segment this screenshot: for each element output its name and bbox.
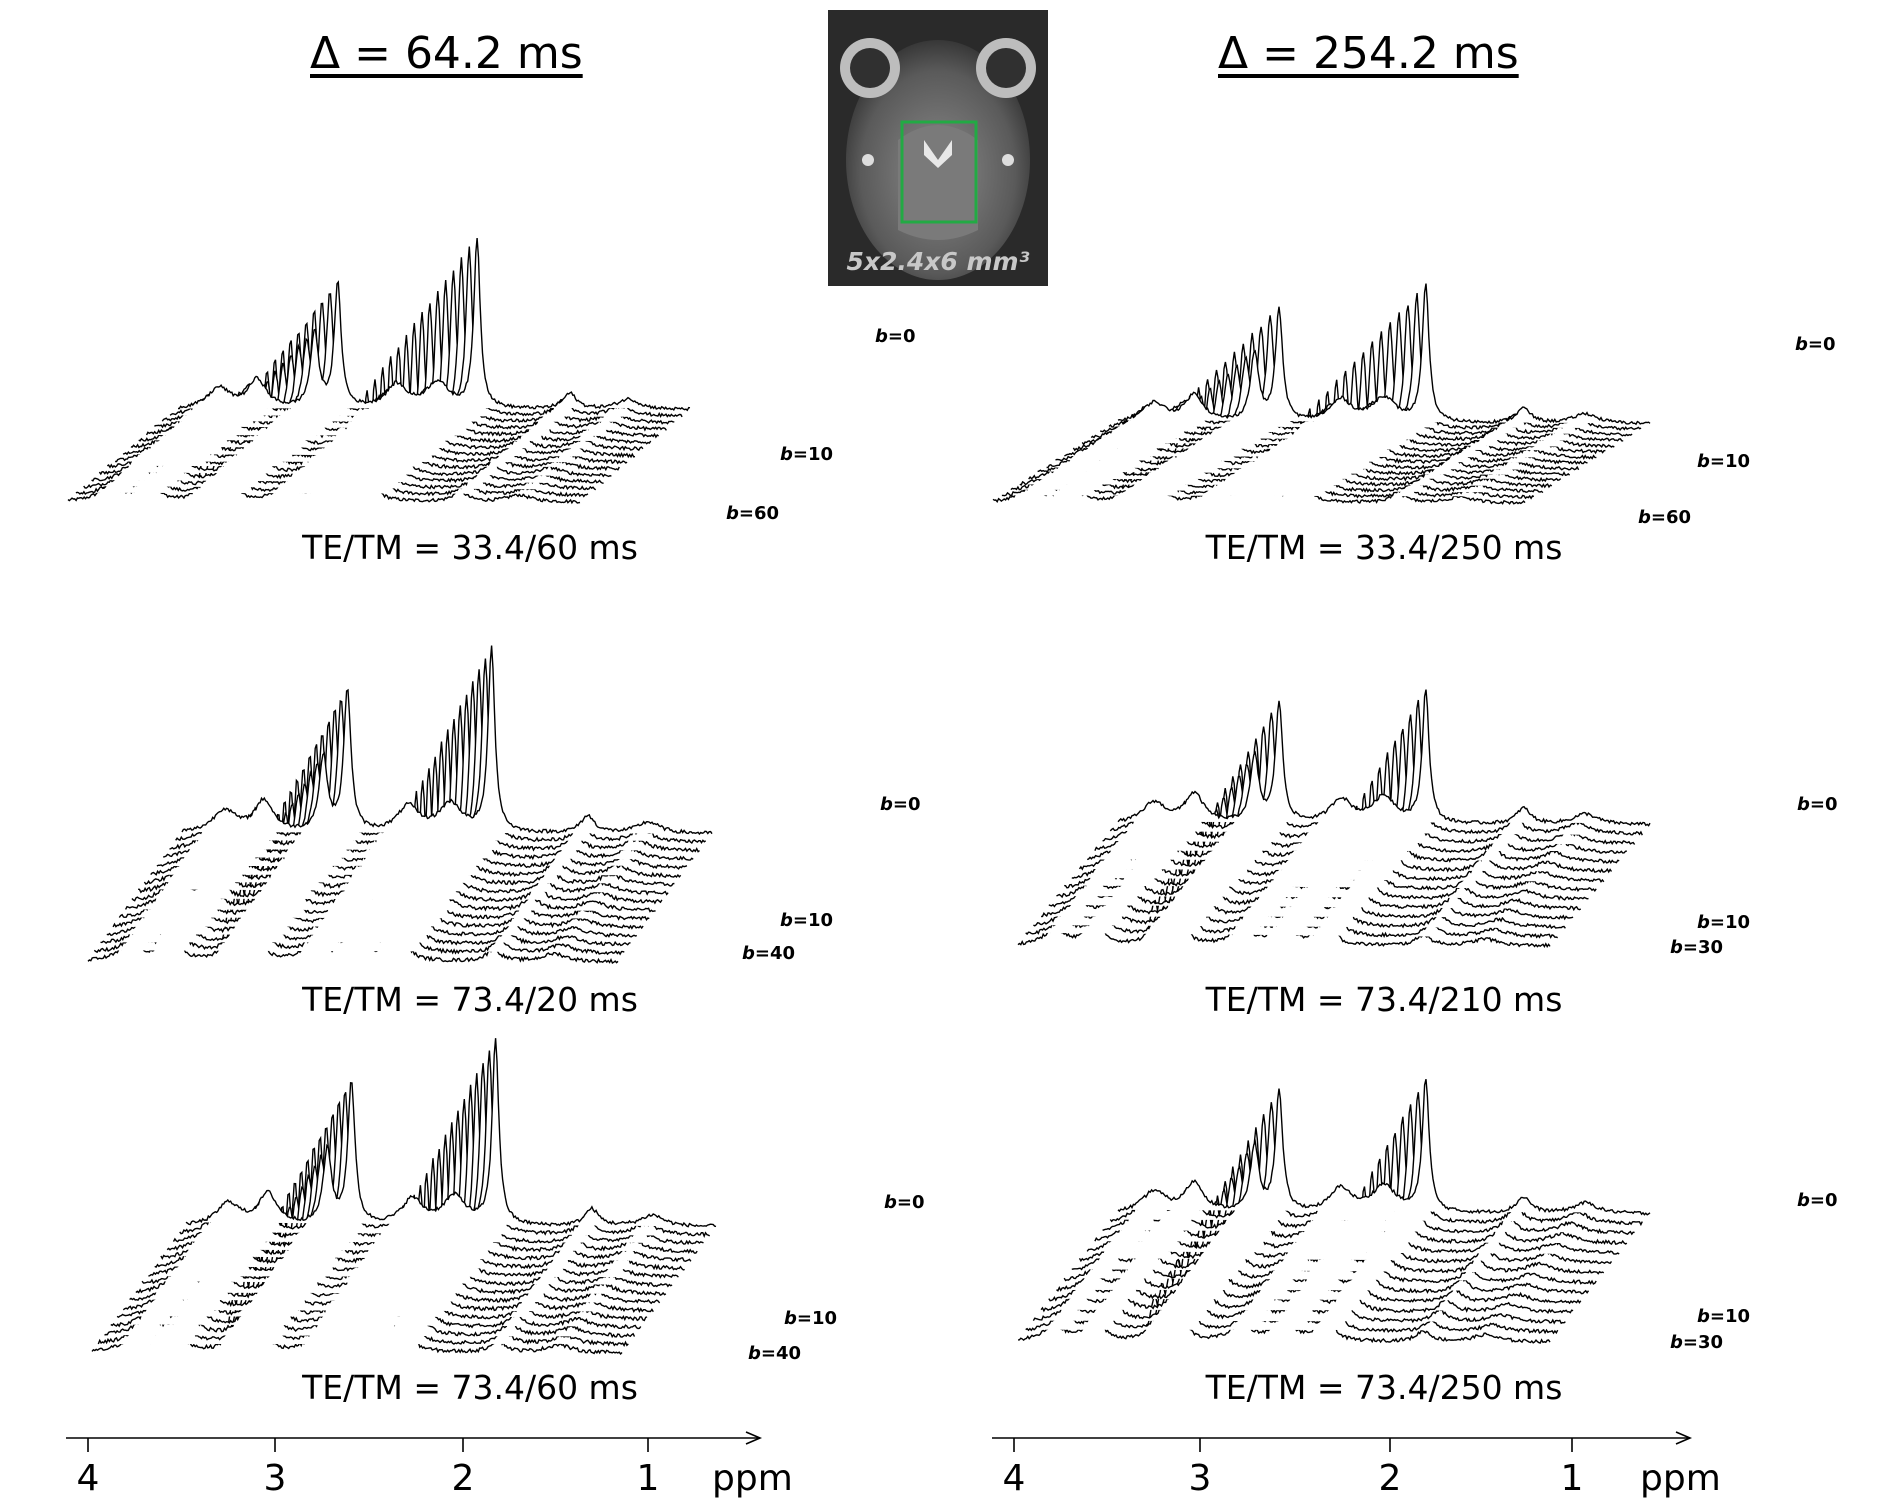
spectra-stack xyxy=(1017,1079,1651,1344)
panel-title-3: TE/TM = 73.4/60 ms xyxy=(302,1368,638,1407)
b-label: b=0 xyxy=(1797,794,1838,815)
spectrum-trace xyxy=(185,1038,717,1228)
spectra-stack xyxy=(1017,689,1651,949)
b-label: b=0 xyxy=(1797,1190,1838,1211)
x-tick-label: 3 xyxy=(263,1458,287,1499)
x-tick-label: 4 xyxy=(76,1458,100,1499)
b-label: b=40 xyxy=(748,1343,802,1364)
brain-mri-inset: 5x2.4x6 mm³ xyxy=(828,10,1048,286)
panel-title-1: TE/TM = 33.4/60 ms xyxy=(302,528,638,567)
b-label: b=60 xyxy=(726,503,780,524)
spectrum-trace xyxy=(1117,1079,1651,1216)
roi-box xyxy=(900,120,978,224)
panel-title-5: TE/TM = 73.4/210 ms xyxy=(1205,980,1563,1019)
panel-title-4: TE/TM = 33.4/250 ms xyxy=(1205,528,1563,567)
x-axis-unit: ppm xyxy=(1640,1458,1721,1499)
b-label: b=10 xyxy=(784,1308,838,1329)
column-header-right: Δ = 254.2 ms xyxy=(1218,28,1519,79)
spectra-stack xyxy=(67,238,691,505)
b-label: b=0 xyxy=(884,1192,925,1213)
b-label: b=0 xyxy=(880,794,921,815)
x-tick-label: 1 xyxy=(636,1458,660,1499)
panel-title-2: TE/TM = 73.4/20 ms xyxy=(302,980,638,1019)
b-label: b=40 xyxy=(742,943,796,964)
spectra-stack xyxy=(91,1038,717,1355)
spectrum-trace xyxy=(178,238,691,412)
b-label: b=30 xyxy=(1670,937,1724,958)
b-label: b=0 xyxy=(1795,334,1836,355)
x-axis-unit: ppm xyxy=(712,1458,793,1499)
b-label: b=10 xyxy=(780,444,834,465)
spectra-stack xyxy=(87,645,713,964)
x-tick-label: 2 xyxy=(1378,1458,1402,1499)
voxel-size-caption: 5x2.4x6 mm³ xyxy=(846,247,1030,276)
b-label: b=0 xyxy=(875,326,916,347)
spectrum-trace xyxy=(1117,689,1651,827)
spectra-stack xyxy=(992,283,1651,505)
column-header-left: Δ = 64.2 ms xyxy=(310,28,583,79)
b-label: b=10 xyxy=(1697,1306,1751,1327)
x-tick-label: 4 xyxy=(1002,1458,1026,1499)
spectrum-trace xyxy=(181,645,713,836)
brain-mri-image xyxy=(840,38,1036,280)
x-axis-arrow xyxy=(745,1431,763,1445)
b-label: b=10 xyxy=(1697,912,1751,933)
b-label: b=10 xyxy=(1697,451,1751,472)
panel-title-6: TE/TM = 73.4/250 ms xyxy=(1205,1368,1563,1407)
b-label: b=30 xyxy=(1670,1332,1724,1353)
x-tick-label: 2 xyxy=(451,1458,475,1499)
x-axis-arrow xyxy=(1675,1431,1693,1445)
b-label: b=60 xyxy=(1638,507,1692,528)
b-label: b=10 xyxy=(780,910,834,931)
x-tick-label: 3 xyxy=(1188,1458,1212,1499)
spectrum-trace xyxy=(1117,283,1651,426)
x-tick-label: 1 xyxy=(1560,1458,1584,1499)
